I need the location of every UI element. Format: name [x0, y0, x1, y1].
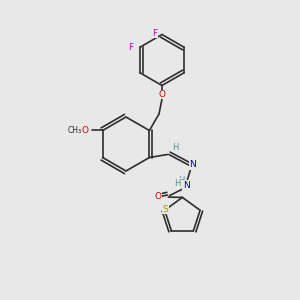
Text: S: S	[162, 205, 168, 214]
Text: H: H	[174, 178, 181, 188]
Text: O: O	[155, 192, 162, 201]
Text: O: O	[158, 90, 166, 99]
Text: F: F	[128, 43, 134, 52]
Text: N: N	[190, 160, 196, 169]
Text: F: F	[152, 28, 157, 38]
Text: H: H	[178, 176, 185, 185]
Text: H: H	[172, 142, 178, 152]
Text: N: N	[183, 181, 190, 190]
Text: CH₃: CH₃	[68, 126, 82, 135]
Text: O: O	[81, 126, 88, 135]
